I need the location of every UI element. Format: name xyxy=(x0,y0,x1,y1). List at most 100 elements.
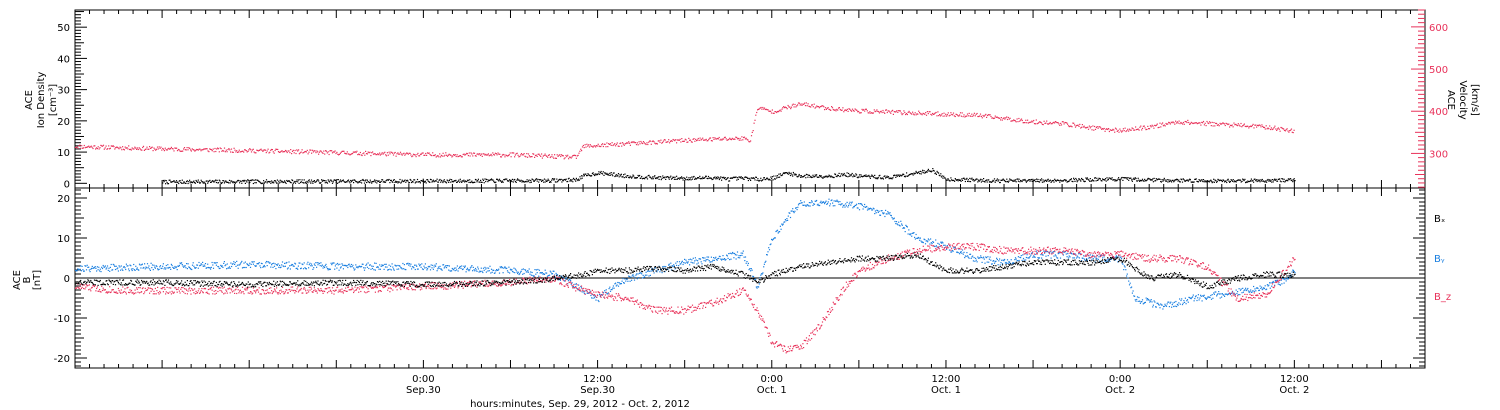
data-point xyxy=(467,269,469,271)
data-point xyxy=(318,182,321,184)
data-point xyxy=(294,262,296,264)
data-point xyxy=(615,175,617,177)
data-point xyxy=(1007,181,1009,183)
data-point xyxy=(1041,123,1043,125)
data-point xyxy=(950,177,952,179)
data-point xyxy=(704,139,706,141)
data-point xyxy=(342,268,344,270)
data-point xyxy=(893,218,895,220)
data-point xyxy=(146,263,149,265)
data-point xyxy=(980,115,982,117)
data-point xyxy=(1290,128,1293,130)
data-point xyxy=(464,181,466,183)
data-point xyxy=(379,181,381,183)
data-point xyxy=(951,179,953,182)
data-point xyxy=(542,273,544,275)
data-point xyxy=(667,141,669,143)
data-point xyxy=(825,200,827,202)
data-point xyxy=(1059,179,1062,181)
data-point xyxy=(744,176,747,178)
data-point xyxy=(231,265,233,268)
data-point xyxy=(1005,261,1007,264)
data-point xyxy=(762,272,764,274)
data-point xyxy=(497,269,499,271)
data-point xyxy=(220,182,223,185)
data-point xyxy=(1202,180,1204,183)
data-point xyxy=(1025,259,1027,261)
data-point xyxy=(476,270,478,272)
data-point xyxy=(1286,128,1288,130)
data-point xyxy=(1057,179,1059,181)
data-point xyxy=(684,177,686,179)
data-point xyxy=(425,267,427,269)
data-point xyxy=(387,179,389,181)
data-point xyxy=(471,180,473,182)
data-point xyxy=(365,179,367,181)
data-point xyxy=(1094,261,1096,263)
data-point xyxy=(1225,122,1227,124)
data-point xyxy=(642,274,644,276)
data-point xyxy=(1095,180,1097,182)
data-point xyxy=(493,181,495,183)
data-point xyxy=(301,263,303,265)
data-point xyxy=(752,276,755,278)
data-point xyxy=(893,217,895,219)
data-point xyxy=(856,203,858,205)
data-point xyxy=(611,289,613,291)
data-point xyxy=(1078,178,1080,180)
data-point xyxy=(374,179,376,181)
data-point xyxy=(239,263,241,265)
data-point xyxy=(1176,178,1178,181)
data-point xyxy=(132,148,134,150)
data-point xyxy=(398,181,400,183)
data-point xyxy=(452,155,454,157)
data-point xyxy=(291,179,293,181)
data-point xyxy=(492,152,494,154)
data-point xyxy=(553,270,555,272)
data-point xyxy=(1096,177,1098,179)
data-point xyxy=(1061,121,1063,123)
data-point xyxy=(743,136,746,138)
data-point xyxy=(818,107,820,109)
data-point xyxy=(1100,255,1102,257)
data-point xyxy=(987,114,989,116)
data-point xyxy=(1121,131,1123,133)
data-point xyxy=(805,205,808,207)
data-point xyxy=(631,279,633,281)
data-point xyxy=(1015,181,1017,183)
data-point xyxy=(703,177,705,179)
data-point xyxy=(607,293,609,295)
data-point xyxy=(821,202,823,204)
data-point xyxy=(844,174,846,176)
data-point xyxy=(885,176,887,178)
data-point xyxy=(315,262,317,264)
data-point xyxy=(297,179,299,181)
data-point xyxy=(423,265,425,267)
data-point xyxy=(159,147,161,149)
data-point xyxy=(1226,181,1228,184)
data-point xyxy=(327,269,329,271)
data-point xyxy=(824,175,826,177)
data-point xyxy=(1204,122,1206,124)
data-point xyxy=(954,115,956,118)
data-point xyxy=(698,258,700,260)
data-point xyxy=(1097,179,1099,181)
data-point xyxy=(190,150,192,152)
data-point xyxy=(801,104,803,106)
data-point xyxy=(279,179,281,181)
data-point xyxy=(369,182,371,184)
data-point xyxy=(202,265,204,267)
data-point xyxy=(660,179,662,181)
data-point xyxy=(136,147,138,149)
data-point xyxy=(233,261,235,263)
data-point xyxy=(109,270,111,272)
data-point xyxy=(420,153,422,155)
data-point xyxy=(600,294,602,296)
data-point xyxy=(726,139,728,141)
data-point xyxy=(493,153,495,156)
data-point xyxy=(633,177,636,179)
data-point xyxy=(759,179,761,181)
data-point xyxy=(608,288,610,290)
data-point xyxy=(774,178,776,180)
data-point xyxy=(297,150,299,152)
